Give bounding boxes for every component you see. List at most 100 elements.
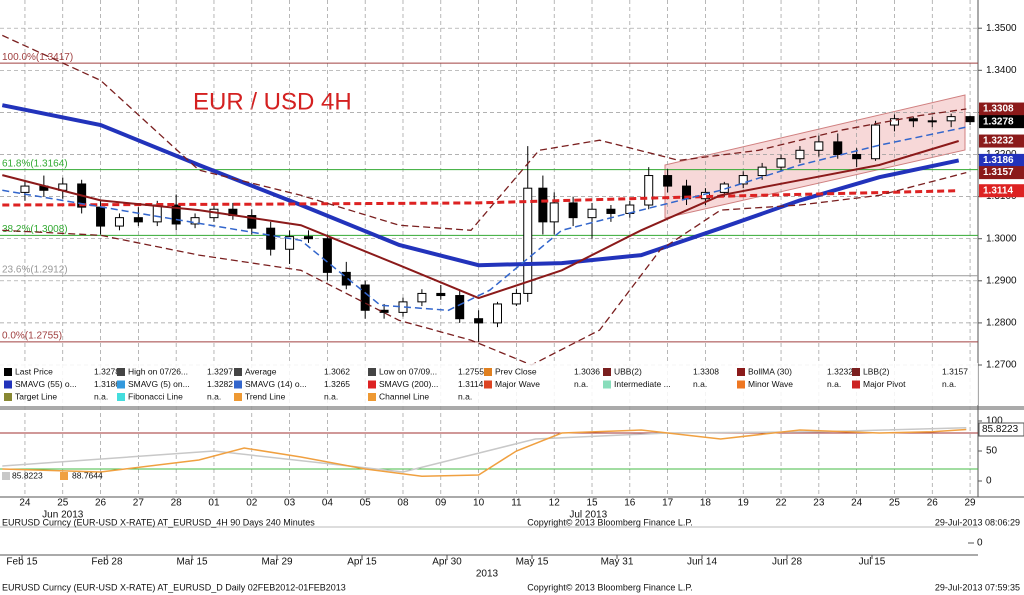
candle-body: [455, 295, 465, 320]
y-tick-label: 0: [977, 538, 983, 549]
y-tick-label: 100: [986, 416, 1003, 427]
x-tick-label: 08: [397, 498, 409, 509]
legend-label: 88.7644: [72, 470, 103, 480]
footer-left: EURUSD Curncy (EUR-USD X-RATE) AT_EURUSD…: [2, 582, 346, 592]
candle-body: [927, 120, 937, 123]
legend-label: BollMA (30): [748, 366, 792, 376]
legend-swatch: [368, 368, 376, 376]
series-line: [2, 189, 959, 207]
candle-body: [360, 284, 370, 311]
legend-label: Low on 07/09...: [379, 366, 437, 376]
candle-body: [833, 141, 843, 156]
x-tick-label: Jun 14: [687, 557, 717, 568]
series-line: [2, 428, 967, 477]
legend-swatch: [234, 380, 242, 389]
y-tick-label: 1.3000: [986, 233, 1017, 244]
x-tick-label: 24: [851, 498, 863, 509]
x-tick-label: Mar 29: [261, 557, 293, 568]
legend-swatch: [117, 368, 125, 376]
x-tick-label: 25: [57, 498, 69, 509]
legend-swatch: [368, 380, 376, 389]
x-tick-label: 29: [964, 498, 976, 509]
legend-label: Minor Wave: [748, 379, 793, 389]
legend-value: 1.3186: [94, 379, 120, 389]
price-tag-label: 1.3308: [983, 104, 1014, 115]
legend-value: n.a.: [94, 391, 108, 401]
legend-swatch: [4, 380, 12, 389]
candle-body: [133, 217, 143, 223]
price-tag: [979, 134, 1024, 148]
legend-label: Trend Line: [245, 391, 286, 401]
legend-value: 1.3278: [94, 366, 120, 376]
chart-title: EUR / USD 4H: [193, 88, 352, 115]
legend-value: 1.2755: [458, 366, 484, 376]
legend-swatch: [737, 368, 745, 376]
candle-body: [776, 158, 786, 168]
x-tick-label: May 31: [601, 557, 634, 568]
x-tick-label: Apr 15: [347, 557, 377, 568]
legend-value: 1.3265: [324, 379, 350, 389]
legend-label: Prev Close: [495, 366, 537, 376]
level-label: 23.6%(1.2912): [2, 264, 68, 275]
legend-label: SMAVG (55) o...: [15, 379, 77, 389]
x-tick-label: 11: [511, 498, 522, 509]
candle-body: [247, 215, 257, 229]
price-tag-label: 1.3157: [983, 167, 1014, 178]
candle-body: [474, 318, 484, 324]
candle-body: [493, 303, 503, 324]
footer-right: 29-Jul-2013 08:06:29: [935, 517, 1020, 527]
legend-swatch: [60, 472, 68, 480]
value-tag-label: 85.8223: [982, 424, 1019, 435]
price-tag: [979, 166, 1024, 180]
y-tick-label: 1.2700: [986, 360, 1017, 371]
x-tick-label: May 15: [516, 557, 549, 568]
footer-right: 29-Jul-2013 07:59:35: [935, 582, 1020, 592]
x-tick-label: Jul 15: [859, 557, 886, 568]
footer-left: EURUSD Curncy (EUR-USD X-RATE) AT_EURUSD…: [2, 517, 315, 527]
candle-body: [965, 116, 975, 123]
x-tick-label: 05: [360, 498, 372, 509]
legend-label: SMAVG (14) o...: [245, 379, 307, 389]
legend-swatch: [484, 368, 492, 376]
legend-swatch: [852, 380, 860, 389]
y-tick-label: 0: [986, 476, 992, 487]
legend-swatch: [603, 368, 611, 376]
legend-label: Intermediate ...: [614, 379, 671, 389]
y-tick-label: 1.3400: [986, 65, 1017, 76]
candle-body: [568, 202, 578, 219]
y-tick-label: 50: [986, 446, 998, 457]
legend-value: n.a.: [458, 391, 472, 401]
legend-label: Target Line: [15, 391, 57, 401]
candle-body: [523, 187, 533, 294]
x-tick-label: 04: [322, 498, 334, 509]
legend-label: Last Price: [15, 366, 53, 376]
series-line: [2, 126, 967, 312]
legend-swatch: [4, 393, 12, 401]
candle-body: [322, 238, 332, 273]
legend-swatch: [2, 472, 10, 480]
legend-value: n.a.: [324, 391, 338, 401]
x-tick-label: 26: [927, 498, 939, 509]
legend-label: Average: [245, 366, 277, 376]
x-tick-label: Feb 15: [6, 557, 38, 568]
candle-body: [908, 118, 918, 122]
x-period-label: Jun 2013: [42, 510, 84, 521]
legend-value: n.a.: [207, 391, 221, 401]
price-tag: [979, 184, 1024, 198]
legend-label: SMAVG (200)...: [379, 379, 438, 389]
legend-swatch: [117, 380, 125, 389]
x-tick-label: 19: [738, 498, 750, 509]
footer-center: Copyright© 2013 Bloomberg Finance L.P.: [527, 517, 693, 527]
x-tick-label: 09: [435, 498, 447, 509]
axis-title: 2013: [476, 569, 499, 580]
series-line: [2, 140, 959, 300]
legend-label: 85.8223: [12, 470, 43, 480]
candle-body: [538, 187, 548, 223]
x-tick-label: 26: [95, 498, 107, 509]
candle-body: [889, 118, 899, 126]
candle-body: [417, 292, 427, 303]
legend-value: n.a.: [827, 379, 841, 389]
x-tick-label: 23: [813, 498, 825, 509]
legend-swatch: [484, 380, 492, 389]
